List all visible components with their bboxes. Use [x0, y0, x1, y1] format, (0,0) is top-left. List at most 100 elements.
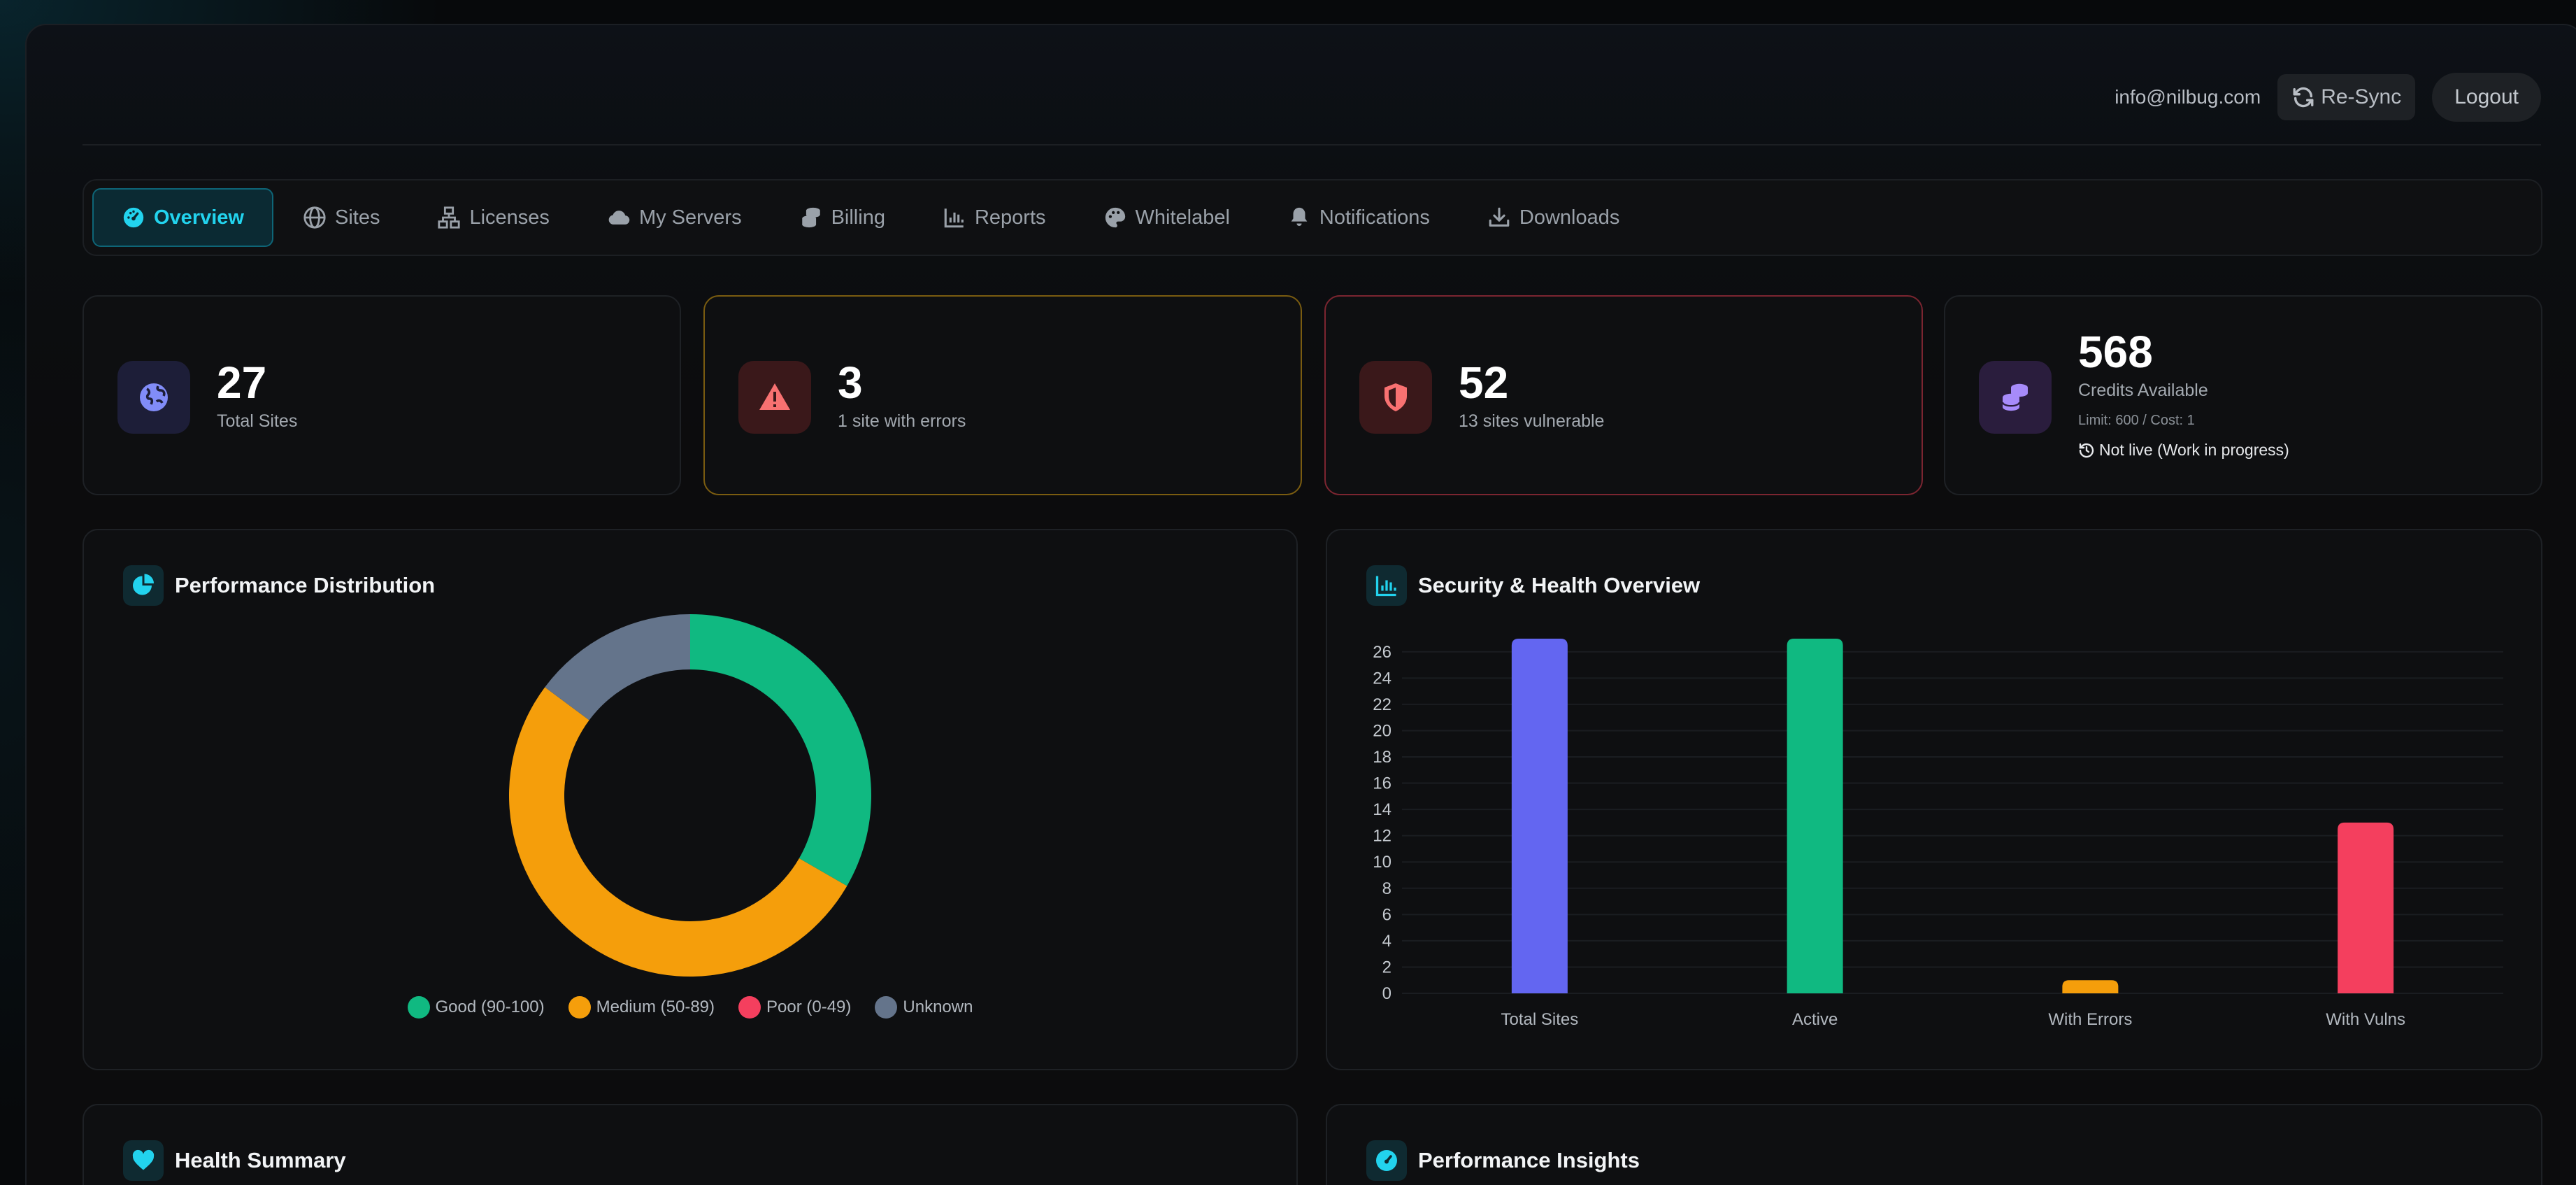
donut-slice[interactable]: [508, 687, 847, 977]
pie-chart-icon-box: [123, 565, 164, 606]
legend-item[interactable]: Medium (50-89): [568, 996, 715, 1019]
performance-insights-panel: Performance Insights: [1326, 1104, 2542, 1185]
heart-icon: [132, 1149, 155, 1170]
donut-slice[interactable]: [690, 614, 871, 886]
refresh-icon: [2293, 87, 2314, 108]
panel-title-text: Health Summary: [175, 1148, 346, 1172]
legend-item[interactable]: Good (90-100): [407, 996, 545, 1019]
gauge-icon: [1376, 1150, 1397, 1171]
y-tick-label: 18: [1373, 748, 1391, 767]
panel-title: Performance Insights: [1366, 1140, 1640, 1181]
stat-card-errors: 3 1 site with errors: [703, 295, 1302, 495]
y-tick-label: 0: [1382, 984, 1391, 1003]
bell-icon: [1291, 207, 1308, 227]
tab-overview[interactable]: Overview: [92, 188, 273, 247]
bar-chart-icon: [1375, 576, 1396, 597]
gauge-icon: [123, 207, 144, 228]
y-tick-label: 14: [1373, 800, 1391, 819]
legend-swatch: [407, 996, 430, 1019]
legend-item[interactable]: Unknown: [875, 996, 973, 1019]
legend-swatch: [738, 996, 761, 1019]
stat-icon-box: [1979, 361, 2052, 434]
warning-triangle-icon: [759, 383, 790, 410]
stat-value: 568: [2078, 327, 2153, 377]
legend-swatch: [568, 996, 591, 1019]
tab-whitelabel-label: Whitelabel: [1135, 206, 1230, 229]
panel-title-text: Performance Insights: [1418, 1148, 1640, 1172]
cloud-icon: [608, 211, 630, 225]
y-tick-label: 22: [1373, 695, 1391, 714]
main-nav: Overview Sites Licenses My Servers Billi…: [83, 179, 2542, 256]
bar[interactable]: [1511, 639, 1568, 993]
legend-item[interactable]: Poor (0-49): [738, 996, 851, 1019]
panel-title: Performance Distribution: [123, 565, 435, 606]
gauge-icon-box: [1366, 1140, 1407, 1181]
tab-notifications-label: Notifications: [1319, 206, 1430, 229]
x-tick-label: Active: [1792, 1010, 1838, 1029]
bar[interactable]: [1787, 639, 1843, 993]
tab-sites-label: Sites: [334, 206, 380, 229]
stat-icon-box: [117, 361, 190, 434]
network-icon: [438, 206, 461, 229]
tab-billing[interactable]: Billing: [771, 188, 913, 247]
y-tick-label: 6: [1382, 905, 1391, 924]
stat-label: 1 site with errors: [838, 411, 966, 431]
donut-legend: Good (90-100) Medium (50-89) Poor (0-49)…: [83, 996, 1298, 1019]
y-tick-label: 12: [1373, 827, 1391, 846]
legend-swatch: [875, 996, 898, 1019]
y-tick-label: 20: [1373, 721, 1391, 740]
bar[interactable]: [2062, 980, 2119, 993]
pie-chart-icon: [133, 574, 154, 595]
legend-label: Poor (0-49): [766, 998, 852, 1016]
tab-whitelabel[interactable]: Whitelabel: [1075, 188, 1258, 247]
y-tick-label: 2: [1382, 958, 1391, 977]
tab-downloads-label: Downloads: [1519, 206, 1620, 229]
tab-reports-label: Reports: [974, 206, 1046, 229]
y-tick-label: 16: [1373, 774, 1391, 793]
stat-value: 27: [217, 357, 267, 408]
credits-status-text: Not live (Work in progress): [2099, 441, 2289, 459]
legend-label: Good (90-100): [435, 998, 545, 1016]
stat-card-total-sites: 27 Total Sites: [83, 295, 681, 495]
logout-button[interactable]: Logout: [2432, 73, 2541, 122]
resync-button[interactable]: Re-Sync: [2277, 74, 2416, 120]
stat-value: 52: [1459, 357, 1509, 408]
panel-title-text: Security & Health Overview: [1418, 573, 1701, 597]
tab-reports[interactable]: Reports: [915, 188, 1074, 247]
user-email: info@nilbug.com: [2115, 86, 2261, 108]
panel-title: Health Summary: [123, 1140, 346, 1181]
stat-icon-box: [738, 361, 811, 434]
stat-label: 13 sites vulnerable: [1459, 411, 1605, 431]
tab-licenses-label: Licenses: [469, 206, 550, 229]
tab-sites[interactable]: Sites: [275, 188, 408, 247]
tab-overview-label: Overview: [154, 206, 244, 229]
legend-label: Unknown: [903, 998, 973, 1016]
resync-label: Re-Sync: [2321, 85, 2402, 108]
donut-slice[interactable]: [545, 614, 690, 721]
stat-value: 3: [838, 357, 863, 408]
bar[interactable]: [2338, 822, 2394, 993]
stat-card-credits: 568 Credits Available Limit: 600 / Cost:…: [1944, 295, 2542, 495]
tab-downloads[interactable]: Downloads: [1459, 188, 1647, 247]
stat-card-vulnerable: 52 13 sites vulnerable: [1324, 295, 1923, 495]
credits-limit-text: Limit: 600 / Cost: 1: [2078, 413, 2195, 428]
tab-notifications[interactable]: Notifications: [1259, 188, 1458, 247]
tab-billing-label: Billing: [831, 206, 885, 229]
stat-label: Total Sites: [217, 411, 298, 431]
panel-title-text: Performance Distribution: [175, 573, 436, 597]
y-tick-label: 4: [1382, 932, 1391, 951]
header-actions: info@nilbug.com Re-Sync Logout: [2115, 73, 2541, 122]
y-tick-label: 26: [1373, 643, 1391, 662]
globe-icon: [140, 383, 168, 411]
panel-title: Security & Health Overview: [1366, 565, 1700, 606]
stat-icon-box: [1359, 361, 1432, 434]
tab-licenses[interactable]: Licenses: [409, 188, 577, 247]
shield-icon: [1384, 383, 1407, 411]
coins-icon: [2001, 383, 2028, 411]
credits-status-note: Not live (Work in progress): [2078, 441, 2289, 460]
health-summary-panel: Health Summary: [83, 1104, 1298, 1185]
tab-my-servers[interactable]: My Servers: [579, 188, 770, 247]
stat-label: Credits Available: [2078, 381, 2208, 400]
